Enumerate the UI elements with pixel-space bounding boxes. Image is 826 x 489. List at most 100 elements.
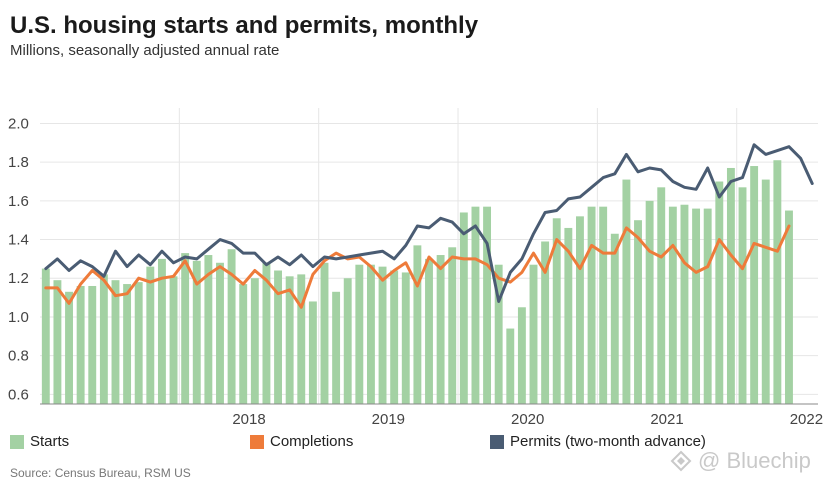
starts-bar [308,301,317,404]
starts-bar [204,255,213,404]
starts-bar [274,270,282,404]
starts-bar [169,276,178,404]
chart-canvas: 0.6 0.8 1.0 1.2 1.4 1.6 1.8 2.0 2018 2019 2020 2021… [8,108,823,428]
starts-bar [726,167,735,404]
starts-bar [250,278,259,404]
starts-bar [65,291,73,404]
legend-label-permits: Permits (two-month advance) [510,433,706,450]
starts-bar [506,328,515,404]
starts-bar [610,233,619,404]
starts-bar [320,262,329,404]
starts-bar [355,264,364,404]
starts-bar [285,276,294,404]
starts-bar [181,253,190,404]
y-tick-label: 2.0 [8,115,29,132]
starts-bar [111,280,120,404]
x-tick-label: 2021 [650,411,683,428]
y-tick-label: 1.0 [8,309,29,326]
starts-bar [239,284,248,404]
starts-bar [41,268,50,404]
y-tick-label: 1.8 [8,154,29,171]
starts-bar [157,258,166,404]
starts-bar [494,264,503,404]
chart-subtitle: Millions, seasonally adjusted annual rat… [10,42,280,59]
starts-bar [483,206,492,404]
starts-bar [262,262,271,404]
starts-bar [471,206,480,404]
starts-bar [552,218,561,404]
starts-bar [448,247,457,404]
starts-bar [192,260,201,404]
legend-swatch-starts [10,434,24,449]
starts-bar [134,282,143,404]
legend-swatch-completions [250,434,264,449]
y-tick-label: 1.6 [8,193,29,210]
starts-bar [227,249,236,404]
permits-line [44,143,814,303]
starts-bar [692,208,701,404]
starts-bar [668,206,677,404]
starts-bar [413,245,422,404]
source-note: Source: Census Bureau, RSM US [10,466,191,480]
starts-bar [343,278,352,404]
starts-bar [99,274,108,404]
starts-bar [459,212,468,404]
starts-bar [738,187,747,404]
legend-label-completions: Completions [270,433,354,450]
watermark-text: @ Bluechip [698,448,811,473]
starts-bar [390,270,399,404]
starts-bar [216,262,224,404]
legend-label-starts: Starts [30,433,70,450]
y-tick-label: 1.4 [8,232,29,249]
x-tick-label: 2020 [511,411,544,428]
y-tick-label: 0.8 [8,348,29,365]
starts-bar [378,266,387,404]
starts-bar [366,264,375,404]
starts-bar [123,284,132,404]
starts-bar [750,166,759,404]
starts-bars [41,160,793,404]
starts-bar [599,206,608,404]
starts-bar [634,220,642,404]
starts-bar [146,266,155,404]
starts-bar [332,291,341,404]
starts-bar [645,200,654,404]
bluechip-logo-icon [670,450,692,472]
legend-item-starts: Starts [10,433,69,450]
starts-bar [529,264,538,404]
starts-bar [622,179,631,404]
x-tick-label: 2019 [372,411,405,428]
chart-title: U.S. housing starts and permits, monthly [10,12,479,39]
starts-bar [425,258,433,404]
axis-layer: 0.6 0.8 1.0 1.2 1.4 1.6 1.8 2.0 2018 2019 2020 2021… [8,115,823,428]
starts-bar [76,285,85,404]
starts-bar [297,274,306,404]
legend-item-completions: Completions [250,433,353,450]
starts-bar [88,285,97,404]
starts-bar [541,241,550,404]
starts-bar [773,160,782,404]
line-series [44,143,814,309]
starts-bar [761,179,770,404]
y-tick-label: 0.6 [8,386,29,403]
legend: Starts Completions Permits (two-month ad… [10,433,820,453]
starts-bar [680,204,689,404]
starts-bar [53,280,62,404]
starts-bar [587,206,596,404]
watermark: @ Bluechip [670,448,811,474]
starts-bar [785,210,793,404]
x-tick-label: 2018 [232,411,265,428]
starts-bar [715,181,724,404]
starts-bar [401,272,410,404]
starts-bar [436,255,445,404]
legend-item-permits: Permits (two-month advance) [490,433,706,450]
completions-line [44,224,791,309]
starts-bar [657,187,666,404]
starts-bar [517,307,526,404]
x-tick-label: 2022 [790,411,823,428]
y-tick-label: 1.2 [8,270,29,287]
starts-bar [564,227,573,404]
starts-bar [703,208,712,404]
legend-swatch-permits [490,434,504,449]
starts-bar [576,216,584,404]
